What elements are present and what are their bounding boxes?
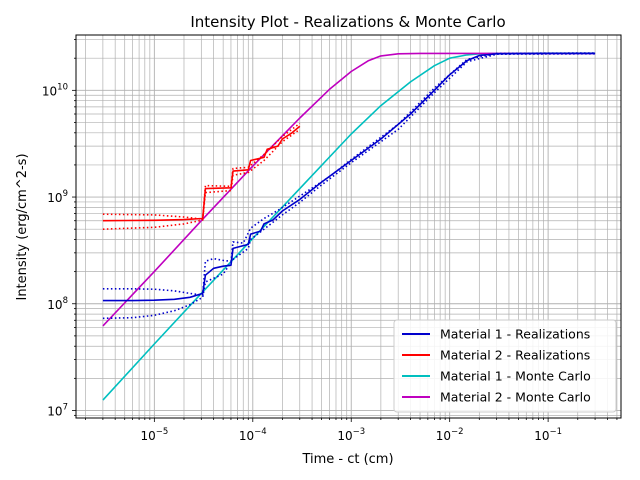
plot-frame — [75, 34, 622, 419]
y-tick-label: 109 — [47, 189, 68, 205]
x-axis-label: Time - ct (cm) — [301, 452, 393, 467]
x-tick-label: 10−4 — [239, 427, 267, 443]
y-tick-label: 108 — [47, 296, 68, 312]
series-line-material-1-realizations-lower-bound — [102, 53, 596, 320]
chart-title: Intensity Plot - Realizations & Monte Ca… — [190, 13, 505, 31]
x-tick-label: 10−1 — [534, 427, 562, 443]
series-line-material-2-monte-carlo — [102, 52, 596, 327]
y-tick-label: 107 — [47, 402, 68, 418]
series-line-material-1-realizations — [102, 52, 596, 302]
x-tick-label: 10−3 — [337, 427, 365, 443]
y-tick-label: 1010 — [42, 82, 68, 98]
x-tick-label: 10−5 — [140, 427, 168, 443]
y-axis-label: Intensity (erg/cm^2-s) — [15, 153, 30, 300]
legend-label: Material 1 - Realizations — [440, 327, 590, 342]
legend-label: Material 2 - Monte Carlo — [440, 390, 591, 405]
series-line-material-2-realizations-lower-bound — [102, 128, 301, 230]
legend-label: Material 2 - Realizations — [440, 348, 590, 363]
axis-ticks: 10−5 10−4 10−3 10−2 10−1 107 108 109 1010 — [42, 39, 618, 443]
x-tick-label: 10−2 — [436, 427, 464, 443]
series-lines — [102, 52, 596, 401]
series-line-material-1-realizations-upper-bound — [102, 52, 596, 297]
legend: Material 1 - Realizations Material 2 - Re… — [393, 319, 617, 413]
series-line-material-2-realizations — [102, 125, 301, 222]
legend-box — [393, 319, 617, 413]
legend-label: Material 1 - Monte Carlo — [440, 369, 591, 384]
